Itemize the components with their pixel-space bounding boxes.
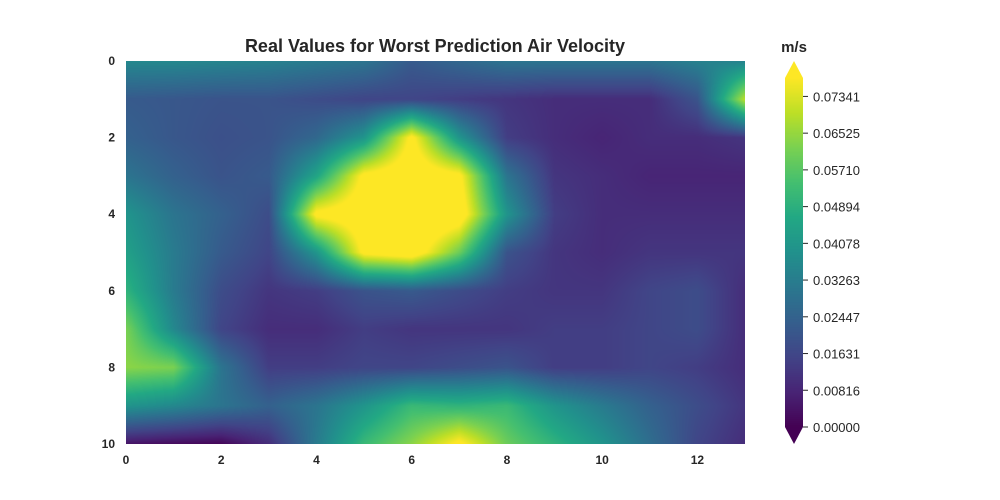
x-tick-label: 4 <box>313 453 320 467</box>
colorbar-unit-label: m/s <box>781 39 807 56</box>
colorbar-extend-min <box>785 427 803 444</box>
y-tick-label: 2 <box>108 131 115 145</box>
colorbar-tick-label: 0.07341 <box>813 89 860 104</box>
colorbar-gradient <box>785 78 803 427</box>
colorbar-tick-label: 0.03263 <box>813 273 860 288</box>
colorbar-tick-label: 0.00000 <box>813 420 860 435</box>
y-tick-label: 6 <box>108 284 115 298</box>
colorbar-extend-max <box>785 61 803 78</box>
x-tick-label: 6 <box>408 453 415 467</box>
colorbar-tick-label: 0.04894 <box>813 200 860 215</box>
x-tick-label: 2 <box>218 453 225 467</box>
y-tick-label: 8 <box>108 360 115 374</box>
y-tick-label: 10 <box>102 437 116 451</box>
colorbar-tick-label: 0.01631 <box>813 347 860 362</box>
y-axis-ticks: 0 2 4 6 8 10 <box>102 54 116 451</box>
colorbar-tick-label: 0.06525 <box>813 126 860 141</box>
x-tick-label: 10 <box>595 453 609 467</box>
x-tick-label: 8 <box>504 453 511 467</box>
y-tick-label: 0 <box>108 54 115 68</box>
heatmap-plot-area <box>126 61 745 444</box>
x-axis-ticks: 0 2 4 6 8 10 12 <box>123 453 705 467</box>
y-tick-label: 4 <box>108 207 115 221</box>
colorbar-ticks: 0.00000 0.00816 0.01631 0.02447 0.03263 0.040… <box>803 89 860 435</box>
colorbar-tick-label: 0.04078 <box>813 236 860 251</box>
colorbar-tick-label: 0.05710 <box>813 163 860 178</box>
colorbar-tick-label: 0.00816 <box>813 383 860 398</box>
chart-title: Real Values for Worst Prediction Air Vel… <box>245 36 625 56</box>
x-tick-label: 12 <box>691 453 705 467</box>
colorbar-tick-label: 0.02447 <box>813 310 860 325</box>
x-tick-label: 0 <box>123 453 130 467</box>
